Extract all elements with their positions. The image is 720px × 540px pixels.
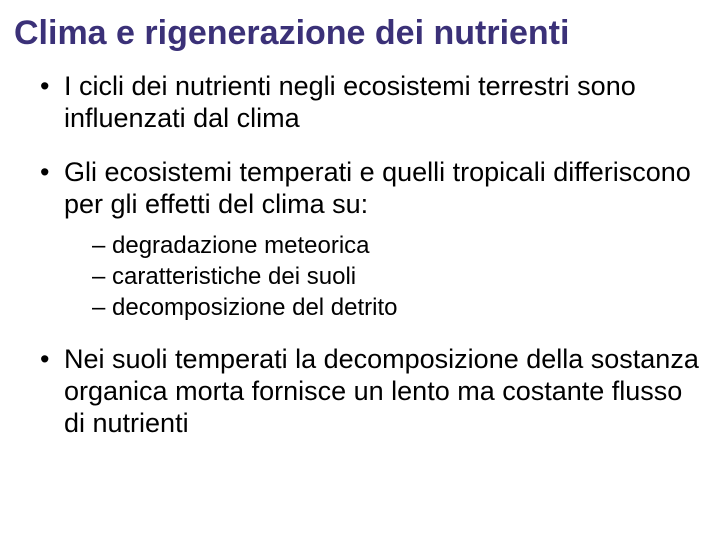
sub-list: degradazione meteorica caratteristiche d… — [64, 231, 706, 323]
sub-text: caratteristiche dei suoli — [112, 263, 356, 290]
bullet-item: Nei suoli temperati la decomposizione de… — [40, 344, 706, 440]
sub-text: decomposizione del detrito — [112, 294, 398, 321]
slide-title: Clima e rigenerazione dei nutrienti — [14, 14, 706, 53]
sub-item: caratteristiche dei suoli — [92, 262, 706, 291]
slide: Clima e rigenerazione dei nutrienti I ci… — [0, 0, 720, 540]
bullet-text: Nei suoli temperati la decomposizione de… — [64, 344, 699, 438]
sub-text: degradazione meteorica — [112, 232, 370, 259]
bullet-item: Gli ecosistemi temperati e quelli tropic… — [40, 157, 706, 323]
bullet-text: Gli ecosistemi temperati e quelli tropic… — [64, 157, 691, 219]
sub-item: decomposizione del detrito — [92, 293, 706, 322]
sub-item: degradazione meteorica — [92, 231, 706, 260]
bullet-list: I cicli dei nutrienti negli ecosistemi t… — [14, 71, 706, 440]
bullet-item: I cicli dei nutrienti negli ecosistemi t… — [40, 71, 706, 135]
bullet-text: I cicli dei nutrienti negli ecosistemi t… — [64, 71, 636, 133]
